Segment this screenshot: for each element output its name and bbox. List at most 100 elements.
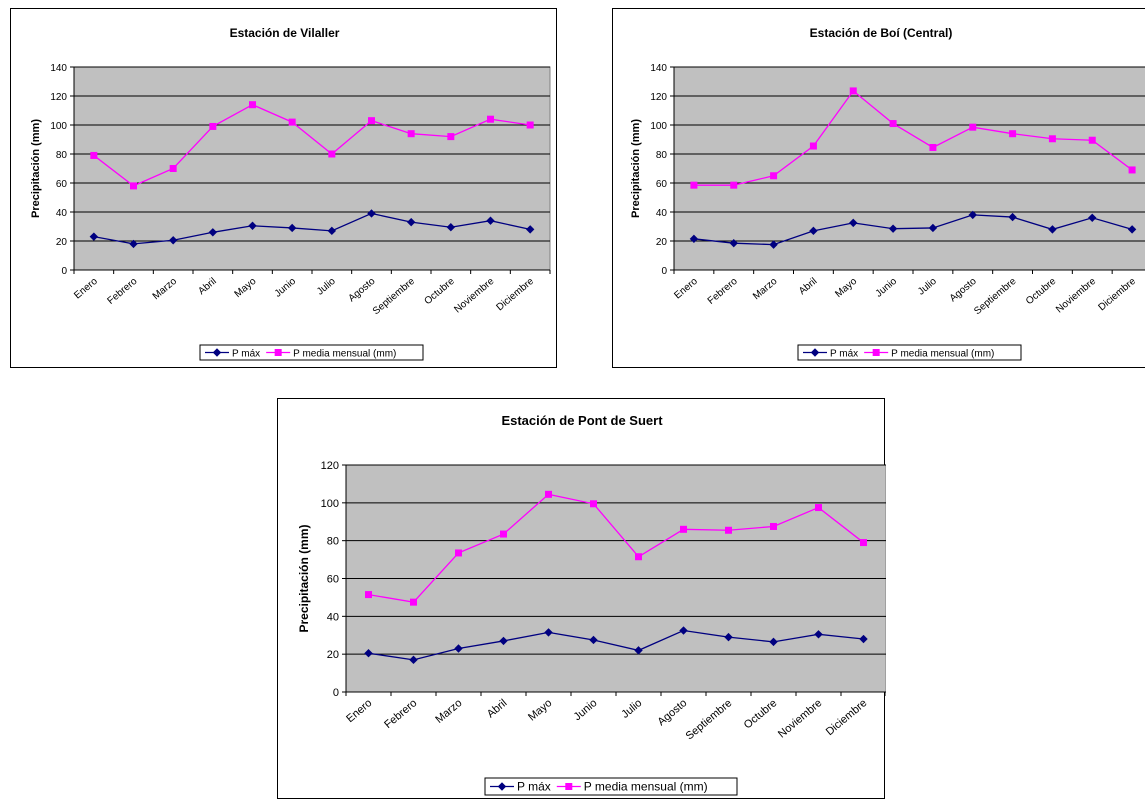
y-tick-label: 100 [50, 121, 67, 132]
x-tick-label-junio: Junio [874, 276, 900, 300]
x-tick-label-marzo: Marzo [433, 697, 464, 726]
y-tick-label: 0 [333, 687, 339, 699]
y-tick-label: 140 [650, 63, 667, 74]
series-p-media-point [526, 121, 534, 129]
series-p-max-point [724, 632, 733, 642]
series-p-media-point [487, 115, 494, 123]
x-tick-label-junio: Junio [572, 697, 600, 723]
y-tick-label: 20 [56, 237, 68, 248]
series-p-media-point [929, 143, 937, 151]
series-p-media-point [770, 172, 778, 180]
y-axis-label: Precipitación (mm) [297, 524, 311, 632]
chart-pont-de-suert-svg: Estación de Pont de Suert 0 20 40 60 80 100 120… [297, 413, 886, 796]
y-tick-label: 0 [61, 266, 67, 277]
series-p-max-point [406, 217, 416, 227]
x-tick-label-agosto: Agosto [347, 276, 378, 305]
y-tick-label: 20 [656, 237, 668, 248]
series-p-media-point [770, 522, 777, 530]
y-tick-label: 140 [50, 63, 67, 74]
x-tick-label-agosto: Agosto [948, 276, 979, 305]
series-p-media-point [815, 504, 822, 512]
x-tick-label-abril: Abril [485, 697, 510, 720]
y-tick-label: 40 [56, 208, 68, 219]
x-tick-label-diciembre: Diciembre [495, 276, 537, 314]
series-p-max-point [248, 221, 257, 230]
chart-vilaller-svg: Estación de Vilaller 0 20 40 60 80 100 120 140 En… [30, 26, 551, 361]
series-p-max-point [729, 238, 738, 248]
series-p-max-point [525, 225, 535, 234]
series-p-max-point [968, 210, 977, 220]
y-tick-label: 100 [321, 498, 339, 510]
series-p-max-point [888, 224, 898, 233]
y-tick-label: 120 [650, 92, 667, 103]
x-tick-label-noviembre: Noviembre [452, 276, 496, 316]
series-p-media-point [1048, 135, 1056, 143]
y-tick-label: 120 [321, 460, 339, 472]
x-tick-label-enero: Enero [72, 276, 100, 302]
x-tick-label-septiembre: Septiembre [371, 276, 418, 318]
y-tick-label: 60 [656, 179, 668, 190]
y-tick-label: 100 [650, 121, 667, 132]
series-p-media-point [1009, 130, 1017, 138]
legend-p-media-label: P media mensual (mm) [293, 349, 396, 360]
series-p-media-point [680, 525, 687, 533]
x-tick-label-octubre: Octubre [422, 276, 457, 308]
series-p-media-point [1128, 166, 1136, 174]
series-p-max-point [859, 634, 868, 644]
y-tick-label: 60 [56, 179, 68, 190]
x-tick-label-febrero: Febrero [106, 276, 140, 307]
x-tick-label-junio: Junio [273, 276, 299, 300]
series-p-max-point [809, 226, 818, 236]
legend-p-media-marker [274, 349, 282, 356]
series-p-max-point [89, 232, 99, 241]
chart-title: Estación de Pont de Suert [501, 413, 663, 428]
series-p-media-line [368, 493, 864, 603]
x-tick-label-febrero: Febrero [382, 697, 419, 731]
series-p-media-point [407, 130, 415, 138]
series-p-media-point [969, 123, 977, 131]
legend-p-max-label: P máx [232, 349, 260, 360]
x-tick-label-abril: Abril [797, 276, 819, 297]
plot-area [73, 66, 551, 271]
chart-boi-central: Estación de Boí (Central) 0 20 40 60 80 100 120… [612, 8, 1145, 368]
series-p-media-point [130, 182, 137, 190]
legend-p-max-marker [810, 348, 820, 357]
series-p-max-point [364, 649, 373, 658]
series-p-max-point [409, 655, 418, 665]
series-p-media-point [209, 122, 217, 130]
chart-title: Estación de Boí (Central) [810, 26, 953, 40]
y-tick-label: 60 [327, 574, 339, 586]
series-p-max-point [129, 239, 138, 249]
y-tick-label: 40 [327, 611, 339, 623]
series-p-media-point [635, 553, 642, 561]
x-tick-label-julio: Julio [916, 276, 939, 298]
plot-area [673, 66, 1145, 271]
x-tick-label-abril: Abril [196, 276, 218, 297]
series-p-max-point [367, 209, 376, 218]
y-tick-label: 80 [327, 536, 339, 548]
series-p-max-point [544, 628, 553, 637]
series-p-max-point [1048, 225, 1057, 234]
series-p-media-point [1088, 136, 1096, 144]
series-p-media-point [730, 181, 738, 189]
legend-p-max-marker [212, 348, 222, 357]
series-p-max-line [693, 214, 1133, 246]
series-p-media-point [365, 591, 372, 599]
series-p-media-point [849, 87, 857, 95]
series-p-max-point [1127, 225, 1137, 234]
series-p-max-point [634, 646, 643, 655]
series-p-max-point [446, 223, 456, 232]
series-p-media-point [690, 181, 698, 189]
legend-p-media-marker [872, 349, 880, 356]
series-p-max-line [93, 212, 531, 245]
x-tick-label-julio: Julio [315, 276, 338, 298]
y-tick-label: 0 [661, 266, 667, 277]
chart-boi-central-svg: Estación de Boí (Central) 0 20 40 60 80 100 120… [630, 26, 1145, 361]
series-p-max-point [928, 223, 938, 233]
series-p-max-point [589, 635, 598, 645]
legend-p-media-label: P media mensual (mm) [891, 349, 994, 360]
x-tick-label-diciembre: Diciembre [1096, 276, 1138, 314]
series-p-media-point [249, 101, 256, 109]
series-p-max-point [1088, 213, 1097, 223]
series-p-max-point [208, 228, 218, 237]
